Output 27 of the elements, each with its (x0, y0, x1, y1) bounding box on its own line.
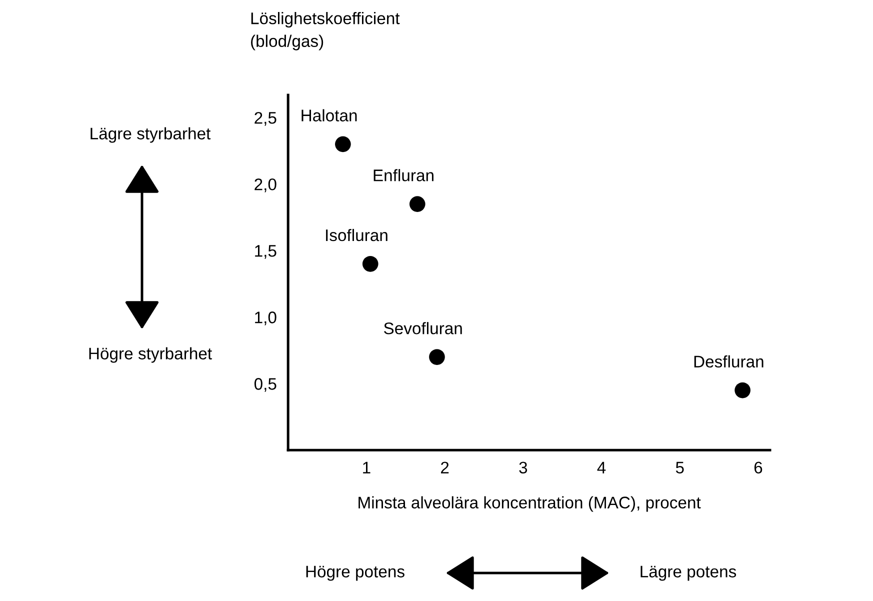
x-tick-label: 3 (519, 462, 528, 474)
x-axis-title: Minsta alveolära koncentration (MAC), procent (358, 496, 701, 512)
y-tick-label: 2,5 (254, 112, 276, 126)
x-tick-label: 2 (441, 462, 449, 474)
x-tick-label: 4 (597, 462, 606, 474)
y-tick-label: 2,0 (254, 178, 276, 192)
text: Högre styrbarhet (89, 347, 212, 363)
annotation: Enfluran (374, 169, 434, 182)
point (409, 196, 426, 212)
annotation: Isofluran (326, 228, 388, 242)
annotation: Desfluran (694, 355, 764, 368)
text: Lägre styrbarhet (90, 127, 211, 143)
y-axis-title: Löslighetskoefficient (blod/gas) (251, 12, 400, 50)
point (335, 136, 351, 152)
point (362, 256, 378, 272)
y-tick-label: 0,5 (254, 378, 276, 392)
point (429, 349, 445, 365)
annotation: Sevofluran (384, 322, 462, 334)
text: Lägre potens (640, 566, 736, 581)
point (734, 382, 750, 398)
y-tick-label: 1,5 (255, 245, 276, 259)
annotation: Halotan (302, 109, 357, 122)
x-tick-label: 5 (676, 462, 684, 474)
x-tick-label: 6 (754, 462, 762, 474)
x-tick-label: 1 (363, 462, 370, 474)
y-tick-label: 1,0 (255, 312, 276, 326)
text: Högre potens (306, 566, 404, 581)
